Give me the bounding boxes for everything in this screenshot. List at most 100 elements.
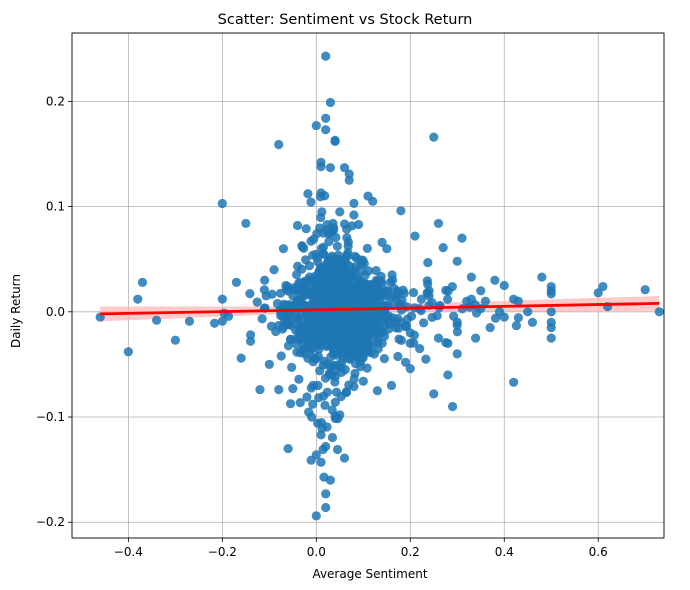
data-point — [286, 399, 295, 408]
data-point — [292, 334, 301, 343]
data-point — [171, 336, 180, 345]
data-point — [375, 312, 384, 321]
data-point — [335, 207, 344, 216]
data-point — [317, 207, 326, 216]
x-tick-label: 0.0 — [307, 545, 326, 559]
data-point — [396, 206, 405, 215]
data-point — [429, 133, 438, 142]
data-point — [218, 317, 227, 326]
data-point — [471, 333, 480, 342]
data-point — [500, 312, 509, 321]
data-point — [285, 319, 294, 328]
data-point — [368, 339, 377, 348]
data-point — [321, 503, 330, 512]
data-point — [321, 299, 330, 308]
y-tick-label: −0.1 — [36, 410, 65, 424]
data-point — [448, 402, 457, 411]
data-point — [316, 188, 325, 197]
data-point — [380, 354, 389, 363]
data-point — [349, 382, 358, 391]
data-point — [274, 385, 283, 394]
data-point — [406, 328, 415, 337]
data-point — [406, 364, 415, 373]
data-point — [330, 317, 339, 326]
data-point — [382, 286, 391, 295]
data-point — [315, 267, 324, 276]
data-point — [237, 353, 246, 362]
data-point — [258, 314, 267, 323]
data-point — [453, 349, 462, 358]
data-point — [439, 243, 448, 252]
data-point — [598, 282, 607, 291]
data-point — [410, 231, 419, 240]
data-point — [268, 290, 277, 299]
data-point — [427, 313, 436, 322]
data-point — [260, 285, 269, 294]
data-point — [321, 374, 330, 383]
data-point — [547, 289, 556, 298]
data-point — [387, 381, 396, 390]
data-point — [232, 278, 241, 287]
data-point — [331, 136, 340, 145]
data-point — [321, 330, 330, 339]
data-point — [306, 198, 315, 207]
data-point — [345, 176, 354, 185]
data-point — [476, 286, 485, 295]
data-point — [376, 328, 385, 337]
data-point — [284, 444, 293, 453]
x-tick-label: 0.2 — [401, 545, 420, 559]
data-point — [333, 242, 342, 251]
data-point — [218, 199, 227, 208]
data-point — [363, 244, 372, 253]
data-point — [245, 289, 254, 298]
data-point — [152, 316, 161, 325]
data-point — [400, 289, 409, 298]
data-point — [354, 220, 363, 229]
data-point — [316, 458, 325, 467]
data-point — [350, 369, 359, 378]
data-point — [316, 430, 325, 439]
data-point — [373, 386, 382, 395]
data-point — [641, 285, 650, 294]
data-point — [322, 226, 331, 235]
data-point — [282, 300, 291, 309]
data-point — [423, 276, 432, 285]
data-point — [326, 98, 335, 107]
data-point — [269, 265, 278, 274]
data-point — [294, 304, 303, 313]
data-point — [388, 313, 397, 322]
data-point — [370, 349, 379, 358]
data-point — [219, 309, 228, 318]
data-point — [253, 297, 262, 306]
data-point — [346, 334, 355, 343]
data-point — [330, 367, 339, 376]
data-point — [423, 258, 432, 267]
data-point — [274, 321, 283, 330]
data-point — [265, 360, 274, 369]
data-point — [322, 422, 331, 431]
data-point — [314, 345, 323, 354]
data-point — [547, 334, 556, 343]
data-point — [312, 511, 321, 520]
data-point — [138, 278, 147, 287]
data-point — [421, 355, 430, 364]
data-point — [434, 334, 443, 343]
data-point — [296, 293, 305, 302]
data-point — [394, 334, 403, 343]
data-point — [332, 293, 341, 302]
data-point — [274, 140, 283, 149]
data-point — [349, 210, 358, 219]
data-point — [512, 321, 521, 330]
data-point — [409, 288, 418, 297]
data-point — [368, 197, 377, 206]
data-point — [443, 370, 452, 379]
data-point — [457, 234, 466, 243]
data-point — [396, 318, 405, 327]
data-point — [500, 281, 509, 290]
data-point — [324, 237, 333, 246]
data-point — [424, 291, 433, 300]
x-tick-label: 0.4 — [495, 545, 514, 559]
data-point — [321, 442, 330, 451]
data-point — [293, 262, 302, 271]
data-point — [288, 384, 297, 393]
